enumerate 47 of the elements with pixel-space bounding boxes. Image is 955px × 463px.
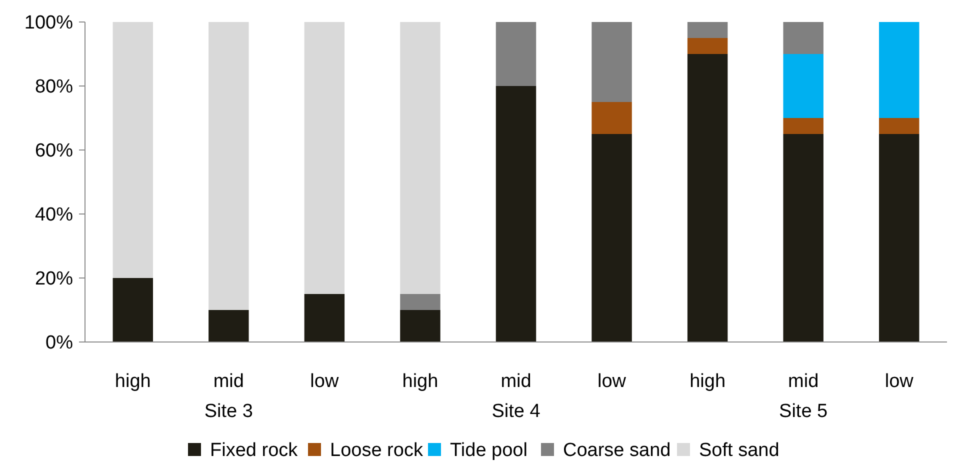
x-tick-label: mid: [213, 371, 244, 392]
y-tick-label: 100%: [24, 12, 74, 34]
legend-label: Soft sand: [699, 440, 780, 461]
bar: [783, 54, 824, 118]
bar: [304, 294, 345, 342]
y-tick-label: 0%: [46, 332, 74, 354]
x-tick-label: low: [598, 371, 626, 392]
legend-label: Fixed rock: [210, 440, 298, 461]
bar: [592, 22, 632, 102]
bar: [783, 22, 824, 54]
bar: [400, 294, 440, 310]
bar: [400, 22, 440, 294]
bar: [112, 22, 154, 278]
bar: [879, 118, 920, 134]
x-tick-label: low: [310, 371, 339, 392]
bar: [592, 102, 632, 134]
text: Site 3: [204, 401, 253, 422]
bar: [687, 54, 728, 342]
y-tick-label: 20%: [34, 268, 74, 290]
bar: [783, 134, 824, 342]
bar: [783, 118, 824, 134]
y-tick-label: 60%: [34, 140, 74, 162]
y-tick-label: 80%: [34, 76, 74, 98]
bar: [687, 22, 728, 38]
bar: [879, 22, 920, 118]
bar: [592, 134, 632, 342]
x-tick-label: low: [884, 371, 914, 392]
bar: [208, 310, 249, 342]
x-tick-label: mid: [788, 371, 819, 392]
x-tick-label: mid: [500, 371, 532, 392]
bar: [304, 22, 345, 294]
legend-label: Tide pool: [450, 440, 528, 461]
x-tick-label: high: [690, 371, 726, 392]
bar: [112, 278, 154, 342]
bar: [687, 38, 728, 54]
x-tick-label: high: [402, 371, 438, 392]
bar: [496, 22, 536, 86]
y-tick-label: 40%: [34, 204, 74, 226]
bar: [496, 86, 536, 342]
bar: [879, 134, 920, 342]
bar: [208, 22, 249, 310]
text: Site 5: [779, 401, 828, 422]
text: Site 4: [492, 401, 541, 422]
x-tick-label: high: [114, 371, 151, 392]
legend-label: Coarse sand: [563, 440, 671, 461]
legend-label: Loose rock: [330, 440, 424, 461]
bar: [400, 310, 440, 342]
